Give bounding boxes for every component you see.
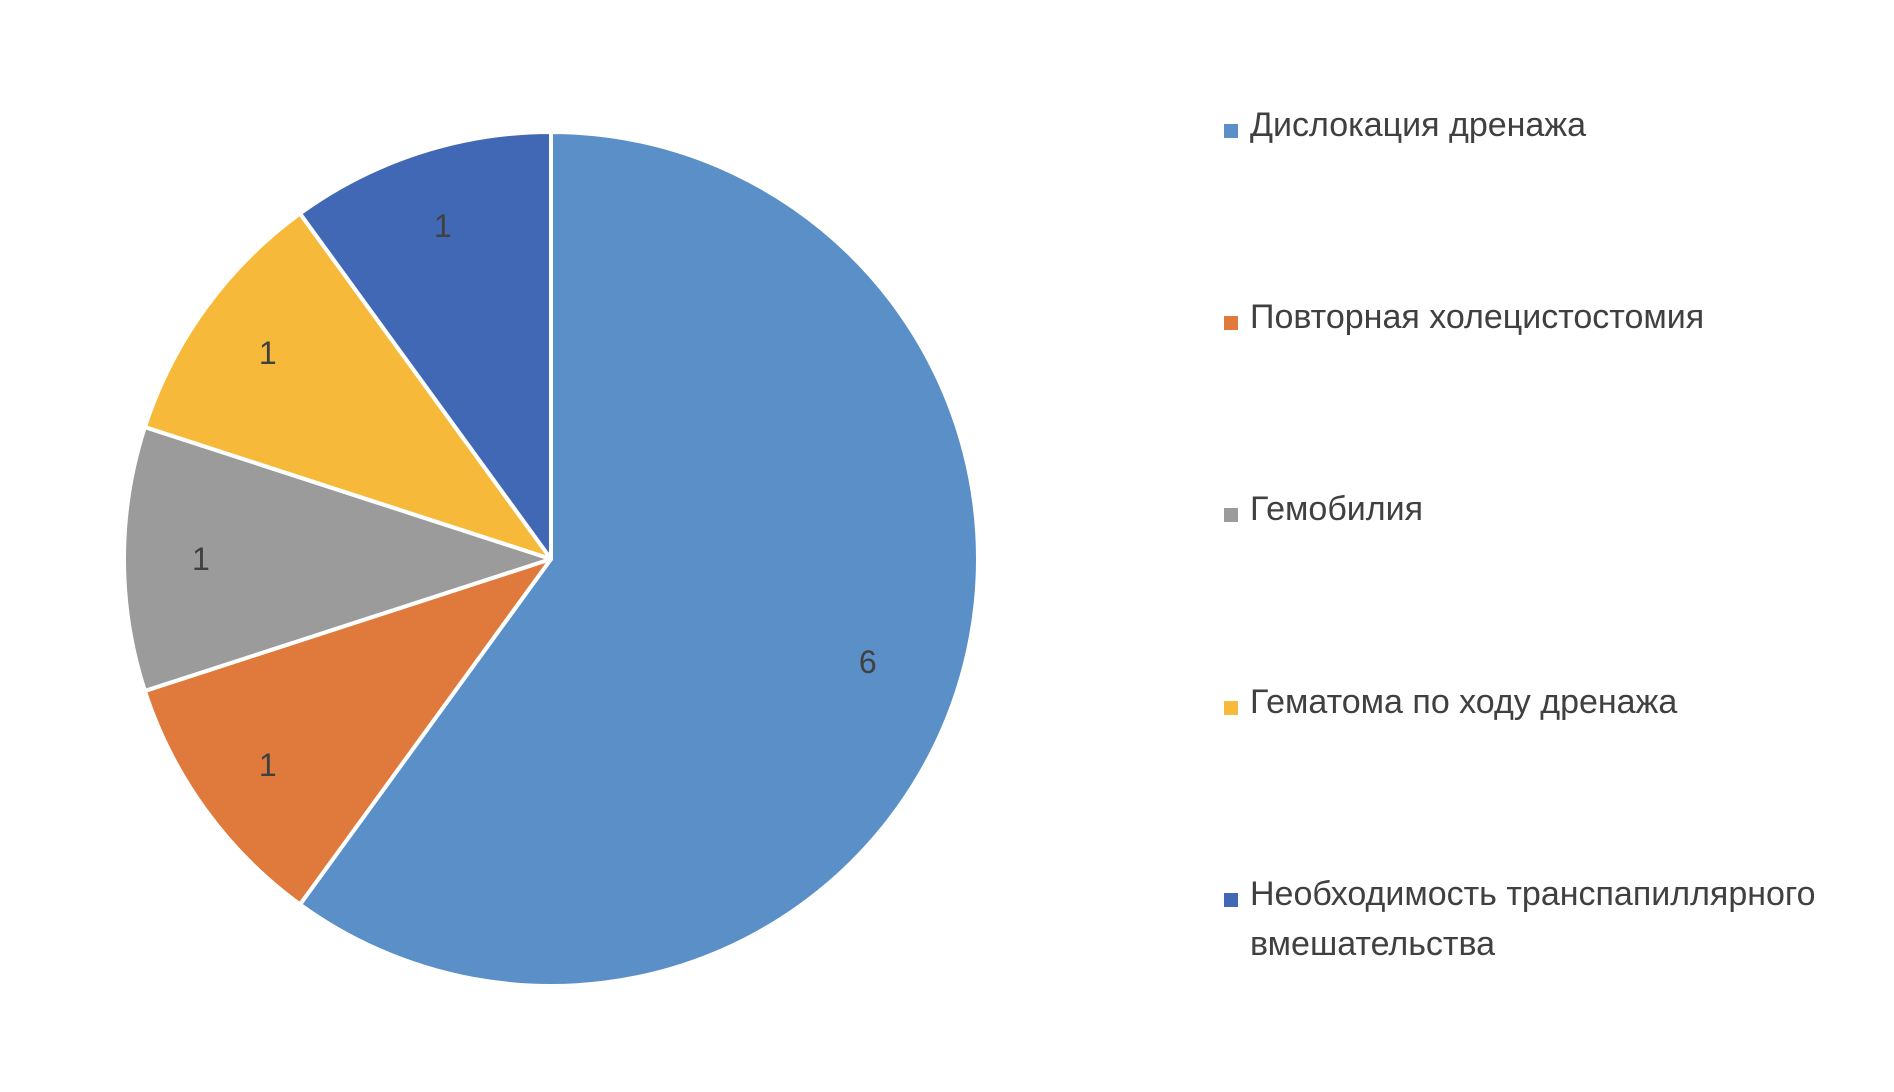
legend-item-transpapillary: Необходимость транспапиллярного вмешател… xyxy=(1224,875,1870,969)
legend-item-repeat-cholecystostomy: Повторная холецистостомия xyxy=(1224,298,1870,342)
pie-slice xyxy=(142,557,553,907)
legend-label: Дислокация дренажа xyxy=(1250,106,1586,144)
data-label: 1 xyxy=(192,541,210,577)
pie-slice xyxy=(122,425,553,693)
pie-slice xyxy=(298,130,553,561)
legend-label: Повторная холецистостомия xyxy=(1250,298,1705,336)
data-label: 1 xyxy=(259,335,277,371)
pie-slice xyxy=(142,211,553,561)
legend-swatch-icon xyxy=(1224,893,1238,907)
legend-label: Гемобилия xyxy=(1250,490,1424,528)
legend-item-hematoma: Гематома по ходу дренажа xyxy=(1224,683,1870,727)
data-label: 1 xyxy=(434,208,452,244)
legend-label: Необходимость транспапиллярного вмешател… xyxy=(1250,875,1816,963)
legend-swatch-icon xyxy=(1224,124,1238,138)
legend-item-hemobilia: Гемобилия xyxy=(1224,490,1870,534)
data-label: 1 xyxy=(259,747,277,783)
pie-data-labels: 6 1 1 1 1 xyxy=(192,208,877,783)
legend-swatch-icon xyxy=(1224,508,1238,522)
pie-slices xyxy=(122,130,980,988)
legend-label: Гематома по ходу дренажа xyxy=(1250,683,1678,721)
legend-swatch-icon xyxy=(1224,316,1238,330)
data-label: 6 xyxy=(859,644,877,680)
legend-item-dislocation: Дислокация дренажа xyxy=(1224,106,1870,150)
legend-swatch-icon xyxy=(1224,701,1238,715)
pie-slice xyxy=(298,130,980,988)
